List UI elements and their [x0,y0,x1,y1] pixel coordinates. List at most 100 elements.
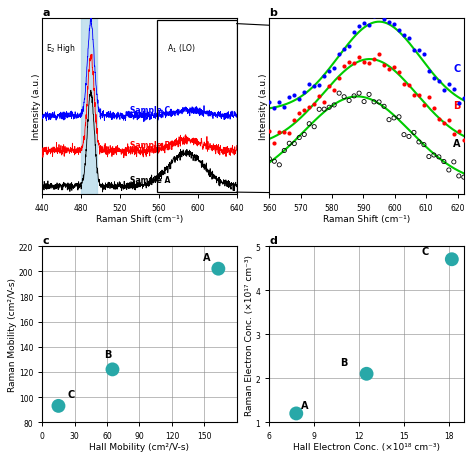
Point [291,140,298,148]
Point [215,265,222,273]
Point [330,88,338,95]
Point [55,403,62,410]
Point [400,81,408,88]
Point [265,156,273,163]
Text: A$_1$ (LO): A$_1$ (LO) [167,42,196,55]
Point [450,159,457,166]
Point [301,89,308,96]
Point [285,94,293,101]
Text: A: A [453,139,461,148]
Point [281,147,288,155]
Point [291,118,298,125]
Point [395,27,403,34]
Point [385,67,393,74]
Point [425,68,433,75]
Point [325,83,333,90]
Point [390,64,398,72]
Point [335,51,343,59]
Point [340,63,348,71]
Text: Sample C: Sample C [130,106,170,114]
Bar [157,21,237,193]
Point [109,366,116,373]
Point [460,137,467,145]
Point [385,117,393,124]
Point [305,121,313,128]
Point [460,95,467,103]
Point [350,30,358,37]
Point [320,106,328,113]
Point [315,93,323,100]
Y-axis label: Raman Electron Conc. (×10¹⁷ cm⁻³): Raman Electron Conc. (×10¹⁷ cm⁻³) [245,254,254,415]
Point [450,86,457,93]
Point [271,140,278,148]
Point [346,59,353,67]
Point [330,102,338,109]
Text: B: B [453,101,461,111]
Point [400,132,408,139]
Point [271,106,278,113]
Point [281,129,288,136]
Point [405,83,413,90]
Point [301,131,308,139]
Text: a: a [42,8,50,18]
Point [370,99,378,106]
Point [435,78,443,85]
Point [370,13,378,20]
Point [285,140,293,148]
X-axis label: Hall Electron Conc. (×10¹⁸ cm⁻³): Hall Electron Conc. (×10¹⁸ cm⁻³) [293,442,440,451]
Point [360,99,368,106]
Point [455,100,463,107]
Text: B: B [104,349,111,359]
Point [370,56,378,64]
Point [455,129,463,136]
Point [375,51,383,59]
Point [375,99,383,106]
Point [440,87,447,95]
Text: E$_2$ High: E$_2$ High [46,42,76,55]
Point [455,173,463,180]
Point [340,94,348,101]
Point [346,98,353,105]
Text: Sample A: Sample A [130,176,170,185]
Point [430,106,438,113]
Point [320,73,328,80]
Point [350,93,358,101]
Point [390,115,398,122]
Point [295,134,303,142]
Point [425,153,433,161]
Point [315,82,323,90]
Text: C: C [454,64,461,74]
Point [320,99,328,106]
Point [271,158,278,166]
Point [395,114,403,121]
Point [410,92,418,99]
Point [415,47,423,55]
Point [410,47,418,55]
Point [430,152,438,159]
Point [301,107,308,114]
Point [390,21,398,28]
Point [425,94,433,101]
X-axis label: Raman Shift (cm⁻¹): Raman Shift (cm⁻¹) [323,214,410,223]
Point [415,92,423,99]
Point [450,131,457,139]
Point [346,43,353,50]
Point [310,83,318,90]
Point [340,46,348,54]
Point [440,158,447,166]
Point [405,35,413,42]
Point [400,32,408,39]
Point [420,102,428,110]
Point [360,20,368,28]
Text: d: d [269,236,277,246]
Point [356,54,363,61]
Point [420,51,428,58]
Point [275,129,283,136]
Point [445,118,453,125]
Y-axis label: Raman Mobility (cm²/V-s): Raman Mobility (cm²/V-s) [9,278,18,391]
Point [295,95,303,103]
Point [445,167,453,174]
Text: Sample B: Sample B [130,140,170,150]
Point [365,22,373,29]
Point [365,60,373,67]
